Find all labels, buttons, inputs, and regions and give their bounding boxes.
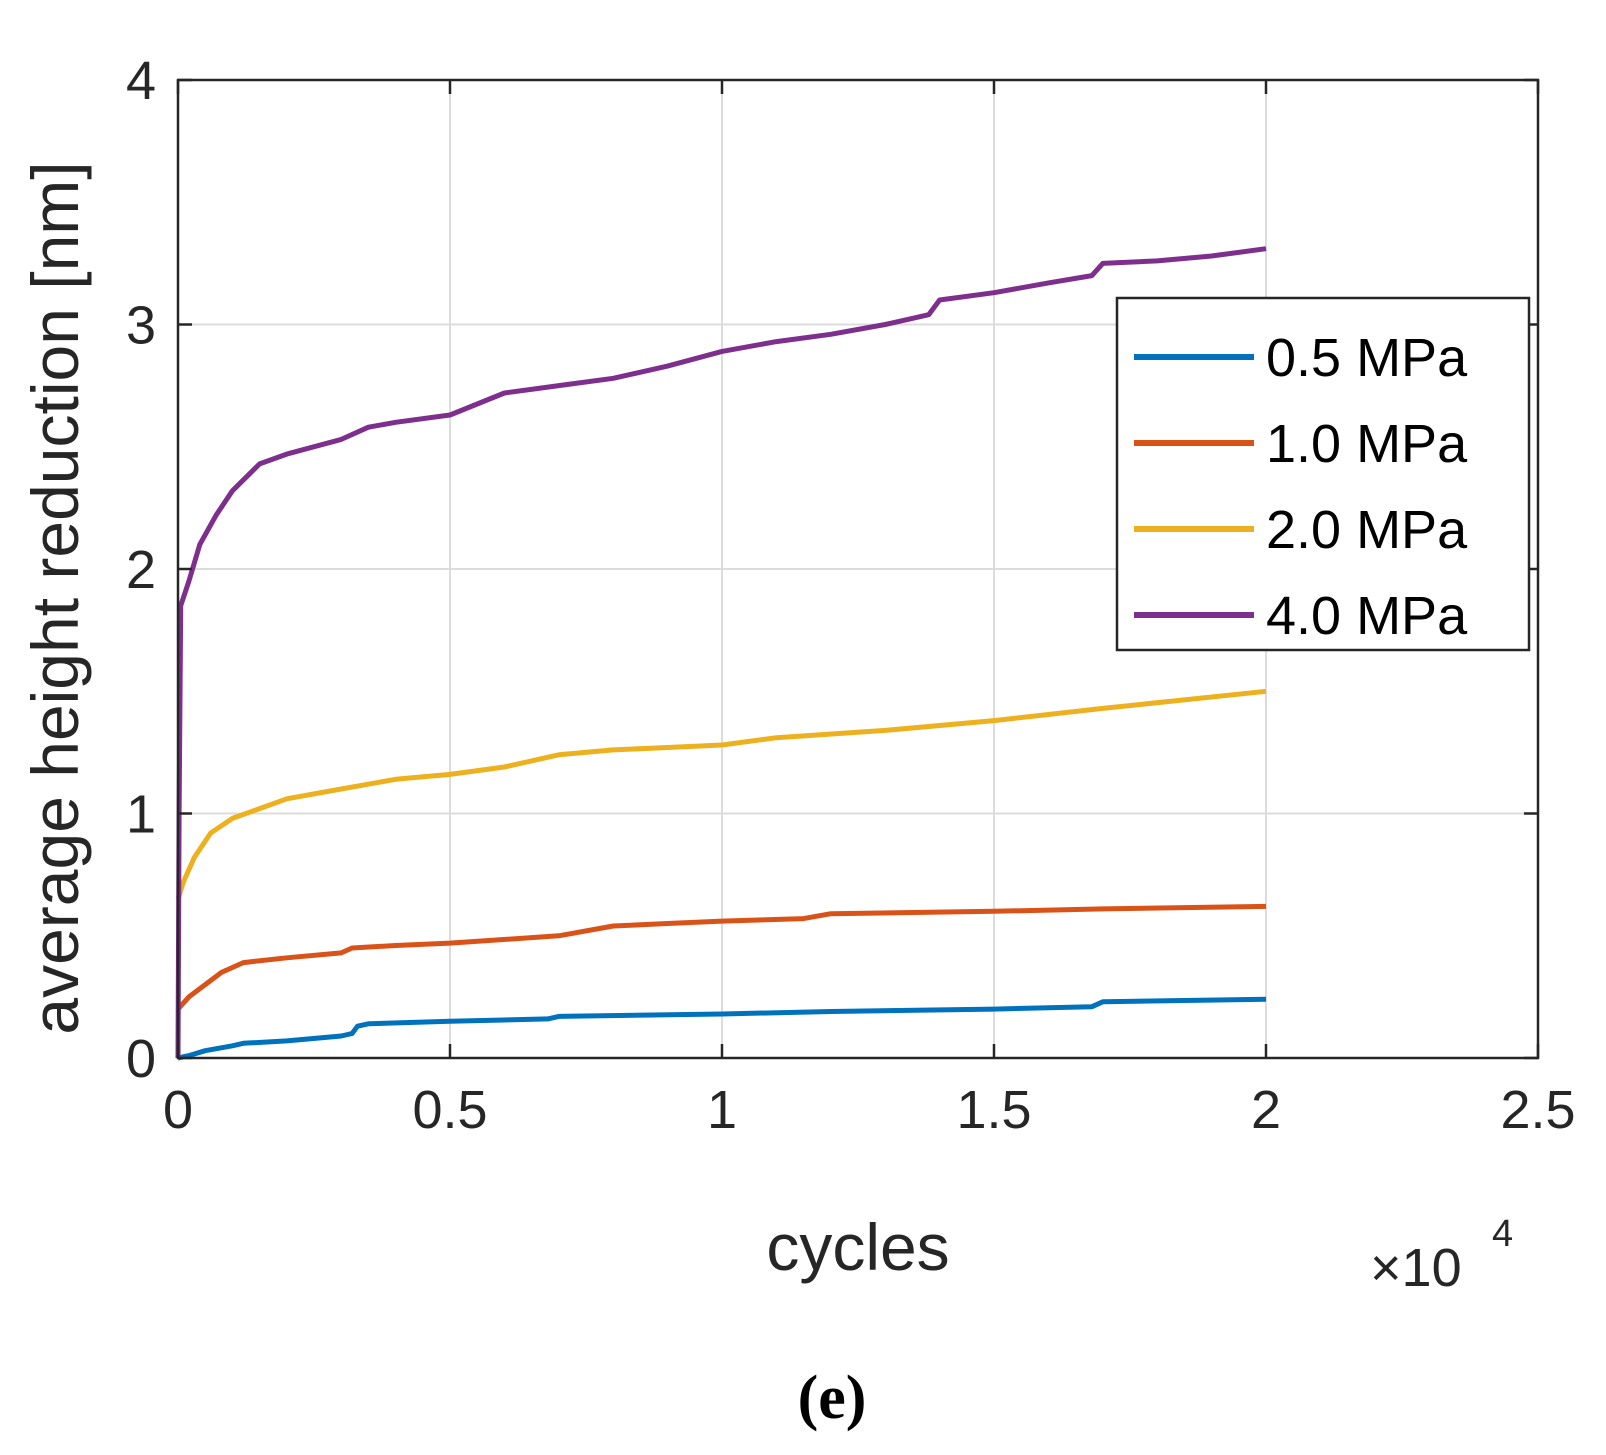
y-axis-title: average height reduction [nm] bbox=[18, 161, 92, 1034]
x-exponent-base: ×10 bbox=[1370, 1238, 1462, 1298]
series-line-1 bbox=[176, 903, 1267, 1011]
y-tick-label: 2 bbox=[126, 540, 156, 600]
axes bbox=[176, 78, 1540, 1060]
legend: 0.5 MPa 1.0 MPa 2.0 MPa 4.0 MPa bbox=[1115, 296, 1531, 652]
legend-label: 1.0 MPa bbox=[1266, 414, 1468, 474]
series-line-3 bbox=[175, 246, 1267, 1059]
x-tick-label: 0 bbox=[163, 1080, 193, 1140]
y-tick-labels: 0 1 2 3 4 bbox=[126, 51, 156, 1089]
legend-label: 0.5 MPa bbox=[1266, 328, 1468, 388]
x-tick-label: 1 bbox=[707, 1080, 737, 1140]
x-tick-label: 2 bbox=[1251, 1080, 1281, 1140]
series-lines bbox=[175, 246, 1267, 1061]
legend-box bbox=[1115, 296, 1531, 652]
series-line-0 bbox=[177, 996, 1267, 1061]
y-tick-label: 4 bbox=[126, 51, 156, 111]
y-tick-label: 3 bbox=[126, 296, 156, 356]
x-tick-labels: 0 0.5 1 1.5 2 2.5 bbox=[163, 1080, 1576, 1140]
x-tick-label: 2.5 bbox=[1500, 1080, 1575, 1140]
figure-caption: (e) bbox=[798, 1364, 867, 1432]
x-exponent-power: 4 bbox=[1492, 1213, 1513, 1255]
legend-label: 2.0 MPa bbox=[1266, 500, 1468, 560]
x-axis-title: cycles bbox=[766, 1210, 949, 1284]
x-tick-label: 0.5 bbox=[412, 1080, 487, 1140]
y-tick-label: 1 bbox=[126, 785, 156, 845]
series-line-2 bbox=[175, 688, 1267, 900]
x-tick-label: 1.5 bbox=[956, 1080, 1031, 1140]
legend-label: 4.0 MPa bbox=[1266, 586, 1468, 646]
y-tick-label: 0 bbox=[126, 1029, 156, 1089]
x-exponent-label: ×10 4 bbox=[1370, 1213, 1513, 1298]
